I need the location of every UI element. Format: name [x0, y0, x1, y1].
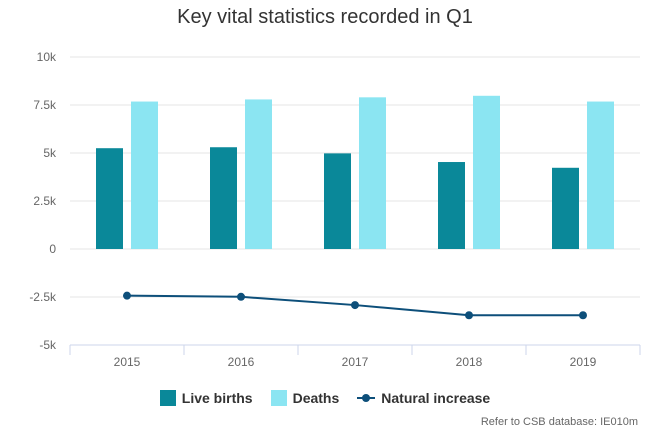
- legend-item-natural-increase[interactable]: Natural increase: [357, 390, 490, 406]
- source-note: Refer to CSB database: IE010m: [480, 416, 638, 428]
- y-tick-label: -2.5k: [29, 290, 57, 304]
- legend-item-deaths[interactable]: Deaths: [270, 390, 340, 406]
- bar-deaths: [245, 99, 272, 249]
- legend-swatch-live-births: [159, 390, 176, 406]
- y-tick-label: 10k: [37, 50, 57, 64]
- x-tick-label: 2019: [570, 355, 597, 369]
- x-tick-label: 2018: [456, 355, 483, 369]
- bar-live-births: [324, 153, 351, 249]
- bar-deaths: [131, 101, 158, 249]
- legend-item-live-births[interactable]: Live births: [159, 390, 253, 406]
- y-tick-label: -5k: [39, 338, 57, 352]
- point-natural-increase: [237, 292, 245, 301]
- bar-deaths: [587, 101, 614, 249]
- legend-swatch-deaths: [270, 390, 287, 406]
- point-natural-increase: [465, 311, 473, 320]
- x-tick-label: 2015: [114, 355, 141, 369]
- bar-live-births: [210, 147, 237, 249]
- bar-deaths: [359, 97, 386, 249]
- legend-swatch-natural-increase: [357, 390, 376, 406]
- x-tick-label: 2017: [342, 355, 369, 369]
- bar-deaths: [473, 95, 500, 249]
- bar-live-births: [438, 162, 465, 249]
- y-tick-label: 0: [49, 242, 56, 256]
- legend-label-natural-increase: Natural increase: [381, 390, 491, 406]
- chart-title: Key vital statistics recorded in Q1: [177, 6, 473, 28]
- bar-live-births: [552, 167, 579, 249]
- legend-label-deaths: Deaths: [292, 390, 340, 406]
- y-tick-label: 2.5k: [33, 194, 57, 208]
- bar-live-births: [96, 148, 123, 249]
- y-tick-label: 7.5k: [33, 98, 57, 112]
- point-natural-increase: [579, 311, 587, 320]
- point-natural-increase: [123, 291, 131, 300]
- x-tick-label: 2016: [228, 355, 255, 369]
- y-tick-label: 5k: [43, 146, 57, 160]
- point-natural-increase: [351, 301, 359, 310]
- legend-label-live-births: Live births: [181, 390, 253, 406]
- chart-legend: Live births Deaths Natural increase: [0, 390, 650, 406]
